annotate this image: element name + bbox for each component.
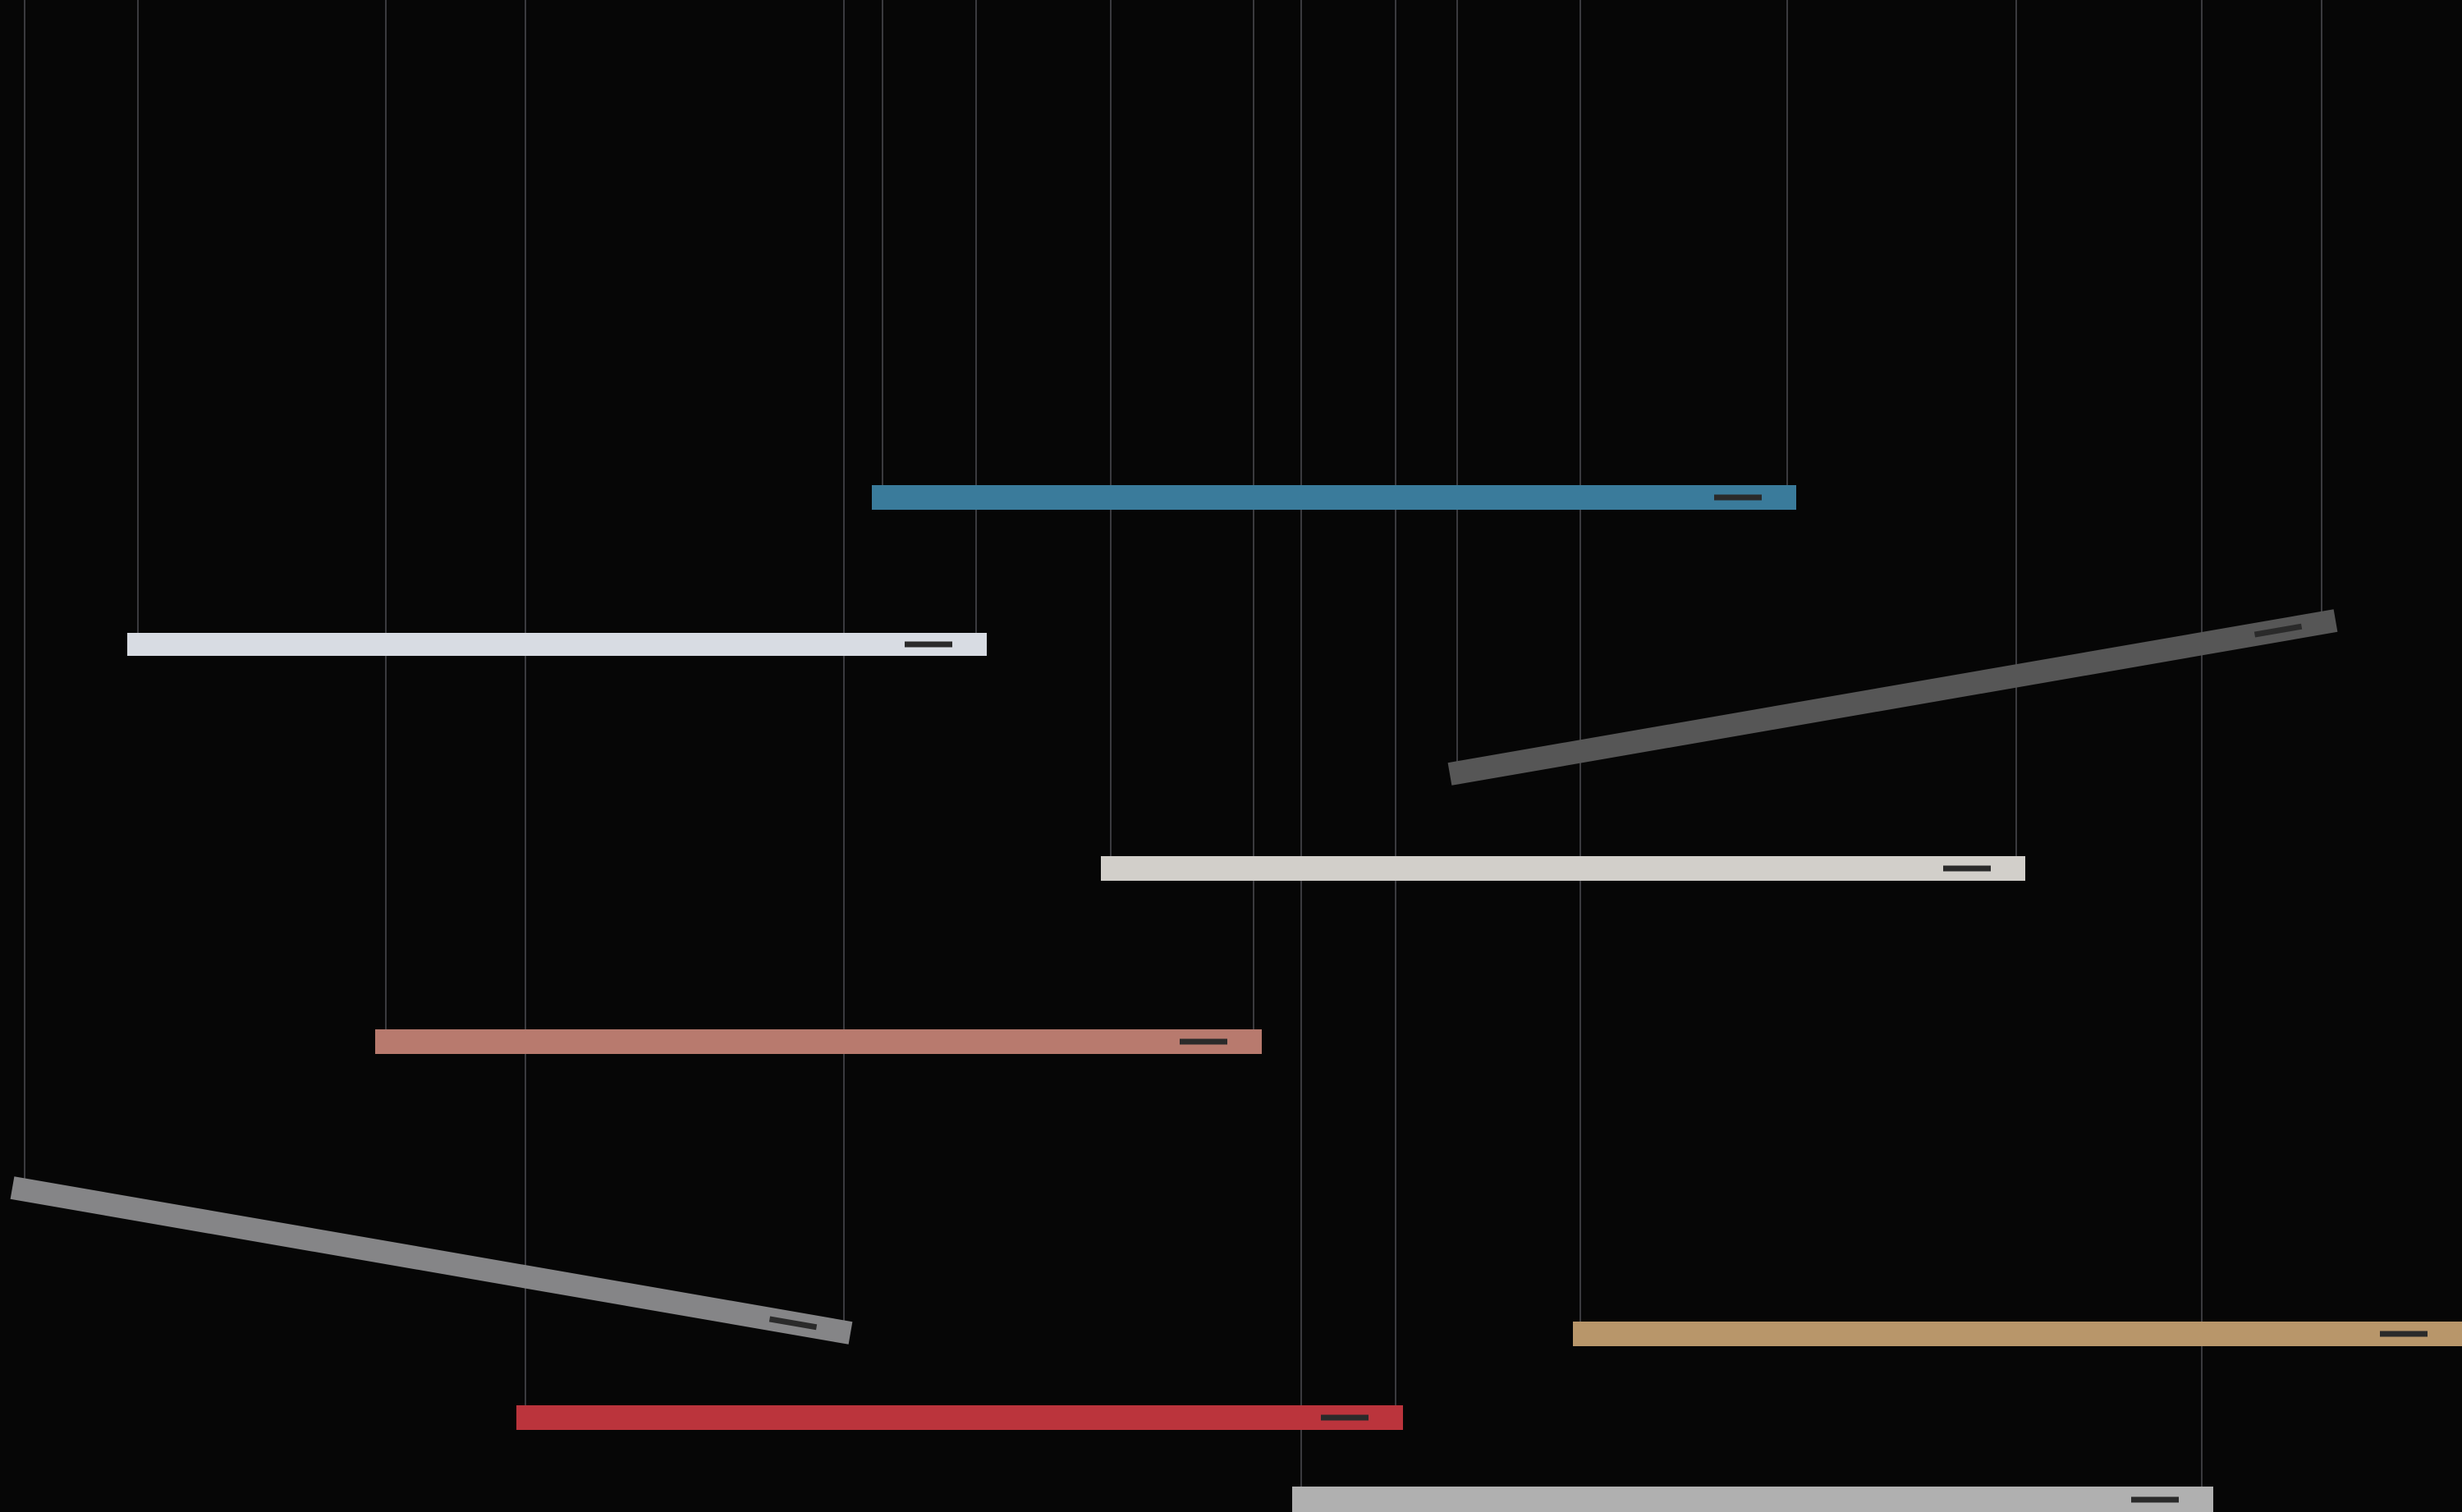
- light-bar-dark-gray: [1447, 609, 2338, 786]
- light-bars: [10, 485, 2462, 1512]
- light-slot-dark-gray: [2253, 623, 2303, 638]
- light-bar-gray: [10, 1176, 853, 1345]
- suspension-wires: [24, 0, 2322, 1487]
- light-slot-gray: [768, 1316, 818, 1331]
